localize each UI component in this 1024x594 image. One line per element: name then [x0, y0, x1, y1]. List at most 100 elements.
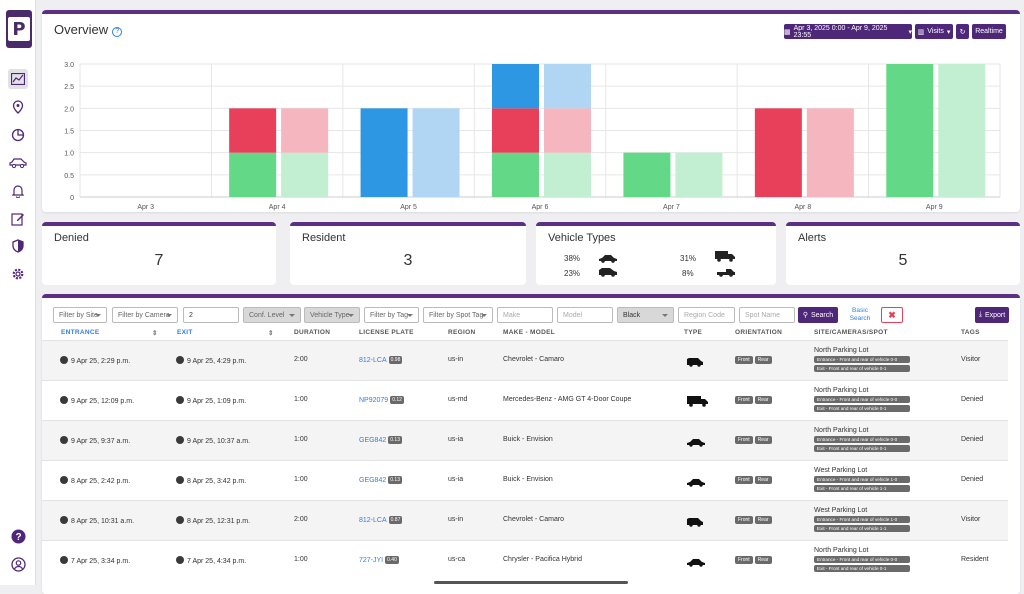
bar — [492, 64, 539, 109]
table-row[interactable]: 8 Apr 25, 10:31 a.m. 8 Apr 25, 12:31 p.m.… — [42, 500, 1008, 540]
plate-cell: 812-LCA 0.87 — [359, 516, 403, 524]
pickup-icon — [717, 269, 735, 277]
location-pin-icon[interactable] — [8, 97, 28, 117]
filter-camera[interactable]: Filter by Camera — [112, 307, 178, 323]
filter-conf-level[interactable]: Conf. Level — [243, 307, 301, 323]
bar-comparison — [281, 152, 329, 197]
realtime-button[interactable]: Realtime — [972, 24, 1006, 39]
plate-link[interactable]: GEG842 — [359, 477, 387, 484]
make-model-cell: Buick - Envision — [503, 436, 553, 443]
header-entrance[interactable]: ENTRANCE — [61, 329, 100, 336]
filter-site[interactable]: Filter by Site — [53, 307, 107, 323]
metric-dropdown[interactable]: ▥ Visits ▾ — [915, 24, 953, 39]
sort-icon[interactable]: ⇕ — [268, 330, 274, 337]
number-input[interactable]: 2 — [183, 307, 239, 323]
model-input[interactable]: Model — [557, 307, 613, 323]
y-tick-label: 3.0 — [64, 62, 74, 69]
plate-link[interactable]: 727-JYI — [359, 557, 384, 564]
table-row[interactable]: 9 Apr 25, 12:09 p.m. 9 Apr 25, 1:09 p.m. 1… — [42, 380, 1008, 420]
entrance-time: 7 Apr 25, 3:34 p.m. — [71, 558, 131, 565]
entrance-icon — [60, 436, 68, 444]
bar — [754, 108, 802, 197]
confidence-badge: 0.12 — [390, 396, 404, 404]
exit-icon — [176, 476, 184, 484]
basic-search-link[interactable]: Basic Search — [849, 307, 871, 322]
table-row[interactable]: 9 Apr 25, 9:37 a.m. 9 Apr 25, 10:37 a.m. 1… — [42, 420, 1008, 460]
date-range-button[interactable]: ▦ Apr 3, 2025 0:00 - Apr 9, 2025 23:55 ▾ — [784, 24, 912, 39]
bell-icon[interactable] — [8, 181, 28, 201]
caret-down-icon — [348, 314, 354, 317]
header-region: REGION — [448, 329, 476, 336]
x-tick-label: Apr 5 — [400, 204, 417, 211]
vt-suv-pct: 23% — [564, 269, 581, 278]
plate-link[interactable]: NP92079 — [359, 397, 389, 404]
header-duration: DURATION — [294, 329, 331, 336]
denied-value: 7 — [154, 252, 164, 269]
spot-name-input[interactable]: Spot Name — [739, 307, 795, 323]
entrance-icon — [60, 476, 68, 484]
header-exit[interactable]: EXIT — [177, 329, 193, 336]
x-tick-label: Apr 8 — [794, 204, 811, 211]
sedan-icon — [599, 255, 617, 263]
entrance-time: 9 Apr 25, 2:29 p.m. — [71, 358, 131, 365]
caret-down-icon — [662, 314, 668, 317]
entrance-icon — [60, 356, 68, 364]
help-circle-icon[interactable]: ? — [8, 526, 28, 546]
camera-badge: Entrance - Front and rear of vehicle 1-0 — [814, 476, 910, 483]
front-badge: Front — [735, 556, 753, 564]
bar — [492, 108, 539, 153]
export-button[interactable]: ⤓ Export — [975, 307, 1009, 323]
camera-badge: Entrance - Front and rear of vehicle 0-0 — [814, 556, 910, 563]
filter-tag[interactable]: Filter by Tag — [364, 307, 419, 323]
y-tick-label: 1.5 — [64, 129, 74, 136]
filter-site-label: Filter by Site — [59, 311, 98, 319]
edit-icon[interactable] — [8, 209, 28, 229]
table-row[interactable]: 7 Apr 25, 3:34 p.m. 7 Apr 25, 4:34 p.m. 1:… — [42, 540, 1008, 580]
app-logo[interactable]: P — [6, 10, 32, 48]
gear-icon[interactable] — [8, 264, 28, 284]
orientation-cell: Front Rear — [735, 516, 774, 524]
filter-conf-label: Conf. Level — [249, 311, 285, 319]
dashboard-icon[interactable] — [8, 69, 28, 89]
plate-link[interactable]: 812-LCA — [359, 517, 387, 524]
header-plate: LICENSE PLATE — [359, 329, 414, 336]
sort-icon[interactable]: ⇕ — [152, 330, 158, 337]
front-badge: Front — [735, 476, 753, 484]
help-icon[interactable]: ? — [112, 27, 123, 37]
bar — [623, 152, 671, 197]
tag-cell: Denied — [961, 476, 984, 483]
site-name: West Parking Lot — [814, 467, 868, 474]
region-code-input[interactable]: Region Code — [678, 307, 735, 323]
table-row[interactable]: 9 Apr 25, 2:29 p.m. 9 Apr 25, 4:29 p.m. 2:… — [42, 340, 1008, 380]
exit-cell: 7 Apr 25, 4:34 p.m. — [176, 556, 246, 565]
table-row[interactable]: 8 Apr 25, 2:42 p.m. 8 Apr 25, 3:42 p.m. 1:… — [42, 460, 1008, 500]
refresh-button[interactable]: ↻ — [956, 24, 969, 39]
pie-chart-icon[interactable] — [8, 125, 28, 145]
date-range-label: Apr 3, 2025 0:00 - Apr 9, 2025 23:55 — [793, 24, 888, 39]
rear-badge: Rear — [754, 396, 772, 404]
plate-link[interactable]: GEG842 — [359, 437, 387, 444]
filter-vehicle-type[interactable]: Vehicle Type — [304, 307, 360, 323]
search-button[interactable]: ⚲ Search — [798, 307, 838, 323]
x-tick-label: Apr 6 — [532, 204, 549, 211]
clear-filters-icon[interactable]: ✖ — [881, 307, 903, 323]
exit-time: 9 Apr 25, 10:37 a.m. — [187, 438, 251, 445]
tag-cell: Denied — [961, 396, 984, 403]
horizontal-scrollbar[interactable] — [434, 581, 628, 584]
caret-down-icon — [289, 314, 295, 317]
tag-cell: Denied — [961, 436, 984, 443]
plate-cell: 727-JYI 0.40 — [359, 556, 399, 564]
overview-title: Overview? — [54, 22, 123, 37]
make-input[interactable]: Make — [497, 307, 553, 323]
bar-comparison — [544, 64, 591, 109]
truck-icon — [715, 251, 735, 262]
user-circle-icon[interactable] — [8, 554, 28, 574]
site-cell: West Parking Lot Entrance - Front and rea… — [814, 467, 910, 492]
color-select[interactable]: Black — [617, 307, 674, 323]
shield-icon[interactable] — [8, 236, 28, 256]
entrance-icon — [60, 396, 68, 404]
filter-spot-tag[interactable]: Filter by Spot Tag — [423, 307, 493, 323]
car-icon[interactable] — [8, 153, 28, 173]
plate-link[interactable]: 812-LCA — [359, 357, 387, 364]
header-tags: TAGS — [961, 329, 980, 336]
